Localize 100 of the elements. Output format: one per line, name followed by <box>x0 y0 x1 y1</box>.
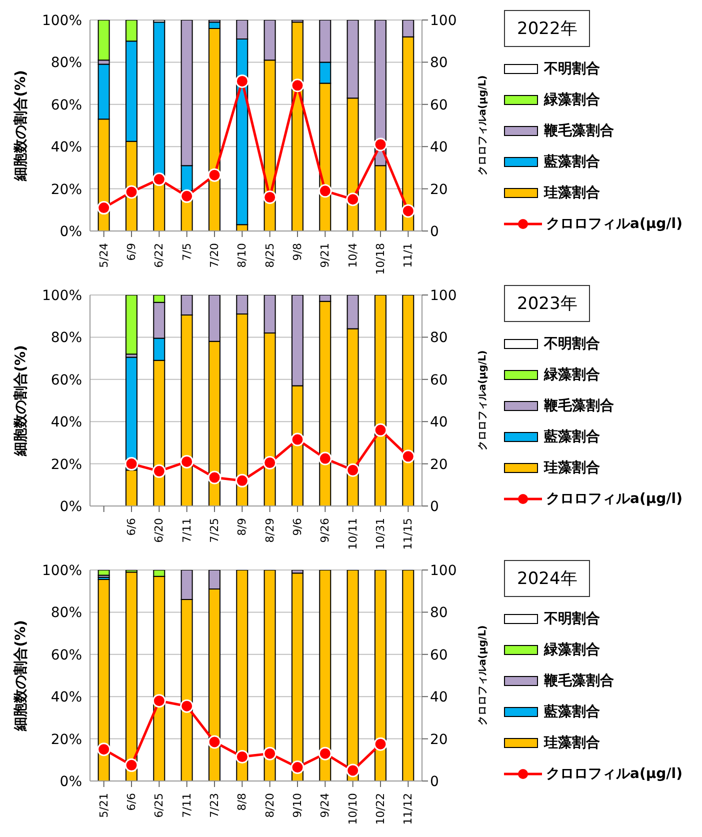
y-tick-label: 80% <box>50 605 82 622</box>
x-tick-label: 6/25 <box>152 793 166 818</box>
y2-axis-title: クロロフィルa(μg/L) <box>478 625 489 726</box>
point <box>374 423 388 437</box>
y-tick-label: 40% <box>50 414 82 431</box>
legend-label: 不明割合 <box>544 610 600 628</box>
legend-label: 珪藻割合 <box>544 734 600 752</box>
x-tick-label: 8/10 <box>236 243 249 268</box>
y2-axis-title: クロロフィルa(μg/L) <box>478 75 489 176</box>
y2-tick-label: 20 <box>430 182 448 198</box>
y2-tick-label: 100 <box>430 288 457 304</box>
point <box>290 432 304 446</box>
y-tick-label: 40% <box>50 690 82 706</box>
y2-tick-label: 80 <box>430 330 448 346</box>
legend-label: 緑藻割合 <box>544 366 600 384</box>
legend-label: 鞭毛藻割合 <box>544 396 614 414</box>
point <box>180 454 194 468</box>
legend-label: 不明割合 <box>544 60 600 78</box>
point <box>290 760 304 774</box>
legend-label: 珪藻割合 <box>544 184 600 202</box>
x-tick-label: 8/29 <box>263 518 276 543</box>
x-tick-label: 7/11 <box>180 793 194 818</box>
x-tick-label: 9/6 <box>291 518 304 536</box>
bar <box>374 570 386 781</box>
y2-tick-label: 60 <box>430 647 448 664</box>
point <box>152 464 166 478</box>
legend-label: 鞭毛藻割合 <box>544 672 614 690</box>
y-tick-label: 20% <box>50 732 82 748</box>
x-tick-label: 11/12 <box>402 793 415 825</box>
x-tick-label: 8/25 <box>263 243 276 268</box>
y-tick-label: 60% <box>50 372 82 388</box>
x-tick-label: 9/8 <box>291 243 304 261</box>
legend-title: 2024年 <box>504 560 590 597</box>
point <box>374 138 388 152</box>
y-tick-label: 20% <box>50 182 82 198</box>
x-tick-label: 9/10 <box>291 793 304 818</box>
x-tick-label: 10/22 <box>374 793 387 825</box>
y2-tick-label: 80 <box>430 55 448 72</box>
point <box>374 737 388 751</box>
point <box>318 452 332 466</box>
y2-tick-label: 20 <box>430 456 448 473</box>
x-tick-label: 10/18 <box>374 243 387 275</box>
bar <box>291 572 304 781</box>
x-tick-label: 6/20 <box>152 518 166 543</box>
x-tick-label: 7/25 <box>208 518 221 543</box>
bar <box>291 22 304 231</box>
x-tick-label: 6/22 <box>152 243 166 268</box>
point <box>346 192 360 206</box>
point <box>263 190 277 204</box>
y-tick-label: 80% <box>50 330 82 346</box>
point <box>97 201 111 215</box>
y-tick-label: 60% <box>50 647 82 664</box>
point <box>401 450 415 464</box>
x-tick-label: 5/21 <box>97 793 110 818</box>
point <box>124 758 138 772</box>
legend-label: クロロフィルa(μg/l) <box>546 764 682 782</box>
point <box>152 172 166 186</box>
x-tick-label: 9/26 <box>318 518 332 543</box>
legend-label: 不明割合 <box>544 334 600 352</box>
bar <box>346 570 359 781</box>
legend-label: 緑藻割合 <box>544 90 600 108</box>
bar <box>125 572 138 781</box>
point <box>152 694 166 708</box>
y-tick-label: 20% <box>50 456 82 473</box>
legend-title: 2022年 <box>504 10 590 47</box>
legend-label: クロロフィルa(μg/l) <box>546 490 682 508</box>
point <box>180 189 194 203</box>
y2-axis-title: クロロフィルa(μg/L) <box>478 350 489 451</box>
point <box>235 750 249 764</box>
x-tick-label: 10/10 <box>346 793 360 825</box>
bar <box>402 295 414 506</box>
bar <box>264 570 276 781</box>
point <box>97 742 111 756</box>
bar <box>236 570 248 781</box>
y-tick-label: 80% <box>50 55 82 72</box>
y-tick-label: 100% <box>42 562 82 579</box>
y2-tick-label: 100 <box>430 12 457 29</box>
x-tick-label: 8/8 <box>236 793 249 811</box>
y2-tick-label: 60 <box>430 372 448 388</box>
point <box>208 470 222 484</box>
bar <box>98 578 110 781</box>
x-tick-label: 6/6 <box>125 518 138 536</box>
y-tick-label: 100% <box>42 12 82 29</box>
point <box>318 746 332 760</box>
x-tick-label: 6/9 <box>125 243 138 261</box>
x-tick-label: 10/4 <box>346 243 360 268</box>
bar <box>125 295 138 355</box>
y-tick-label: 60% <box>50 97 82 114</box>
y2-tick-label: 0 <box>430 498 439 515</box>
x-tick-label: 8/20 <box>263 793 276 818</box>
y2-tick-label: 0 <box>430 224 439 240</box>
y2-tick-label: 60 <box>430 97 448 114</box>
bar <box>319 570 332 781</box>
y-tick-label: 0% <box>60 774 82 790</box>
point <box>346 463 360 477</box>
bar <box>98 570 110 576</box>
x-tick-label: 11/15 <box>402 518 415 550</box>
bar <box>98 20 110 61</box>
legend-label: 藍藻割合 <box>544 702 600 720</box>
y2-tick-label: 0 <box>430 774 439 790</box>
